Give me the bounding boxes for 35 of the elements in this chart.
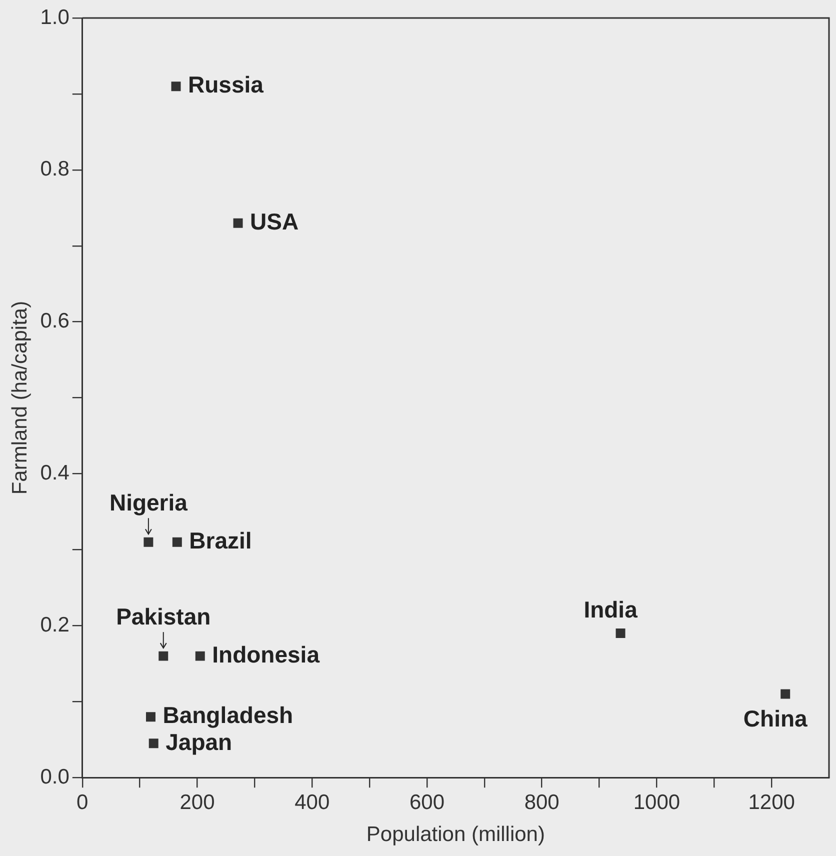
y-tick-label: 1.0 xyxy=(40,6,70,29)
annotation: Bangladesh xyxy=(162,702,294,728)
y-tick-label: 0.8 xyxy=(40,158,70,181)
y-tick-label: 0.0 xyxy=(40,765,70,788)
annotation: Brazil xyxy=(189,527,252,554)
annotation: China xyxy=(743,705,808,732)
point xyxy=(616,628,626,638)
annotation: Indonesia xyxy=(212,641,320,668)
point xyxy=(171,82,181,92)
point xyxy=(233,218,243,228)
y-tick-label: 0.4 xyxy=(40,462,70,485)
point xyxy=(146,712,156,722)
point xyxy=(780,689,790,699)
annotation: India xyxy=(584,596,638,623)
point xyxy=(144,537,154,547)
annotation: USA xyxy=(250,208,299,234)
point xyxy=(148,738,158,748)
x-tick-label: 400 xyxy=(294,790,330,814)
y-tick-label: 0.6 xyxy=(40,310,70,333)
x-tick-label: 0 xyxy=(76,790,88,814)
annotation: Pakistan xyxy=(116,603,211,630)
x-tick-label: 200 xyxy=(180,790,215,814)
y-axis-title: Farmland (ha/capita) xyxy=(8,300,32,495)
x-tick-label: 1000 xyxy=(633,790,680,814)
annotation: Nigeria xyxy=(109,489,188,516)
annotation: Russia xyxy=(188,72,264,98)
x-tick-label: 1200 xyxy=(748,790,795,814)
x-tick-label: 800 xyxy=(524,790,560,814)
x-axis-title: Population (million) xyxy=(366,823,545,846)
annotation: Japan xyxy=(166,728,232,755)
point xyxy=(158,651,168,661)
x-tick-label: 600 xyxy=(409,790,445,814)
point xyxy=(195,651,205,661)
y-tick-label: 0.2 xyxy=(40,613,70,636)
point xyxy=(172,537,182,547)
